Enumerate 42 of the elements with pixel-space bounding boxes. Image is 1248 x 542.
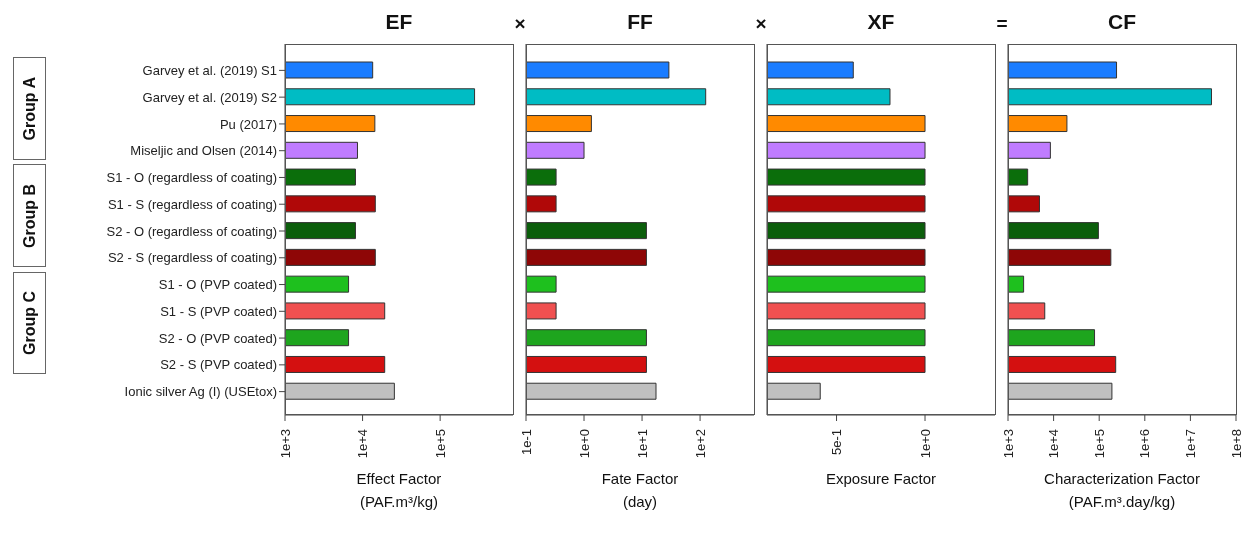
- y-tick-label: Garvey et al. (2019) S1: [142, 63, 277, 78]
- y-tick-label: S2 - S (regardless of coating): [107, 250, 277, 266]
- chart-title: EF: [384, 10, 414, 34]
- x-axis-title: Effect Factor (PAF.m³/kg): [355, 469, 443, 512]
- chart-title: CF: [1107, 10, 1137, 34]
- x-axis-title: Characterization Factor (PAF.m³.day/kg): [1043, 469, 1201, 512]
- x-tick-label: 1e+1: [634, 429, 650, 459]
- y-tick-label: S2 - O (regardless of coating): [106, 223, 277, 239]
- x-tick-label: 1e+6: [1137, 429, 1153, 459]
- y-tick-label: Pu (2017): [219, 116, 277, 132]
- y-tick-label: S2 - O (PVP coated): [158, 330, 277, 346]
- x-axis-title: Fate Factor (day): [600, 469, 680, 512]
- x-tick-label: 1e+7: [1182, 429, 1198, 459]
- x-tick-label: 5e-1: [829, 429, 845, 456]
- text: ×: [513, 13, 527, 35]
- x-tick-label: 1e+4: [355, 429, 371, 459]
- x-tick-label: 1e+5: [1091, 429, 1107, 459]
- y-tick-label: S1 - O (regardless of coating): [106, 170, 277, 186]
- x-axis-title: Exposure Factor: [824, 469, 937, 489]
- y-tick-label: S2 - S (PVP coated): [160, 357, 277, 373]
- y-tick-label: S1 - S (PVP coated): [160, 303, 277, 319]
- text: Group C: [20, 290, 39, 355]
- x-tick-label: 1e+2: [692, 429, 708, 459]
- y-tick-label: S1 - O (PVP coated): [158, 277, 277, 293]
- x-tick-label: 1e+3: [277, 429, 293, 459]
- x-tick-label: 1e+8: [1228, 429, 1244, 459]
- x-tick-label: 1e+5: [432, 429, 448, 459]
- y-tick-label: Miseljic and Olsen (2014): [130, 143, 277, 159]
- x-tick-label: 1e+3: [1000, 429, 1016, 459]
- x-tick-label: 1e-1: [518, 429, 534, 456]
- x-tick-label: 1e+0: [917, 429, 933, 459]
- x-tick-label: 1e+0: [576, 429, 592, 459]
- x-tick-label: 1e+4: [1046, 429, 1062, 459]
- y-tick-label: S1 - S (regardless of coating): [107, 196, 277, 212]
- text: =: [995, 13, 1009, 35]
- text: Group A: [20, 76, 39, 141]
- chart-title: XF: [866, 10, 896, 34]
- y-tick-label: Garvey et al. (2019) S2: [142, 89, 277, 105]
- text: Group B: [20, 183, 39, 248]
- chart-title: FF: [626, 10, 654, 34]
- y-tick-label: Ionic silver Ag (I) (USEtox): [124, 384, 277, 400]
- text: ×: [754, 13, 768, 35]
